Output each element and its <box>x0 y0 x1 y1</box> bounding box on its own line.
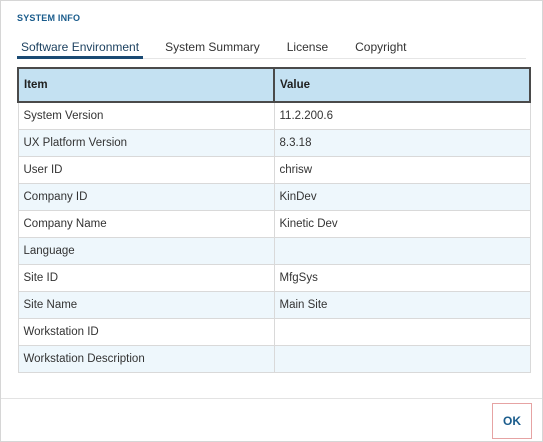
tab-copyright[interactable]: Copyright <box>355 40 407 54</box>
row-value-cell: 8.3.18 <box>273 128 531 157</box>
row-value-cell: KinDev <box>273 182 531 211</box>
table-row[interactable]: UX Platform Version 8.3.18 <box>17 128 531 157</box>
row-item-cell: Company Name <box>17 209 275 238</box>
tab-license[interactable]: License <box>286 40 329 54</box>
table-row[interactable]: System Version 11.2.200.6 <box>17 101 531 130</box>
row-value-cell: MfgSys <box>273 263 531 292</box>
row-item-cell: Language <box>17 236 275 265</box>
column-header-value[interactable]: Value <box>273 67 531 103</box>
row-value-cell: Main Site <box>273 290 531 319</box>
row-value-cell <box>273 236 531 265</box>
dialog-title: SYSTEM INFO <box>17 13 81 23</box>
row-value-cell <box>273 317 531 346</box>
column-header-item[interactable]: Item <box>17 67 275 103</box>
table-row[interactable]: User ID chrisw <box>17 155 531 184</box>
row-value-cell: chrisw <box>273 155 531 184</box>
row-item-cell: System Version <box>17 101 275 130</box>
row-item-cell: User ID <box>17 155 275 184</box>
table-row[interactable]: Language <box>17 236 531 265</box>
row-item-cell: UX Platform Version <box>17 128 275 157</box>
ok-button[interactable]: OK <box>492 403 532 439</box>
table-row[interactable]: Workstation ID <box>17 317 531 346</box>
table-row[interactable]: Company Name Kinetic Dev <box>17 209 531 238</box>
row-item-cell: Workstation Description <box>17 344 275 373</box>
table-row[interactable]: Site ID MfgSys <box>17 263 531 292</box>
tab-bar: Software Environment System Summary Lice… <box>17 39 526 59</box>
tab-system-summary[interactable]: System Summary <box>165 40 260 54</box>
row-item-cell: Site ID <box>17 263 275 292</box>
footer-divider <box>1 398 542 399</box>
row-item-cell: Company ID <box>17 182 275 211</box>
row-item-cell: Site Name <box>17 290 275 319</box>
row-value-cell <box>273 344 531 373</box>
table-row[interactable]: Workstation Description <box>17 344 531 373</box>
system-info-grid: Item Value System Version 11.2.200.6 UX … <box>17 67 531 373</box>
grid-header-row: Item Value <box>17 67 531 103</box>
table-row[interactable]: Site Name Main Site <box>17 290 531 319</box>
tab-software-environment[interactable]: Software Environment <box>17 39 144 59</box>
row-value-cell: Kinetic Dev <box>273 209 531 238</box>
row-item-cell: Workstation ID <box>17 317 275 346</box>
table-row[interactable]: Company ID KinDev <box>17 182 531 211</box>
row-value-cell: 11.2.200.6 <box>273 101 531 130</box>
